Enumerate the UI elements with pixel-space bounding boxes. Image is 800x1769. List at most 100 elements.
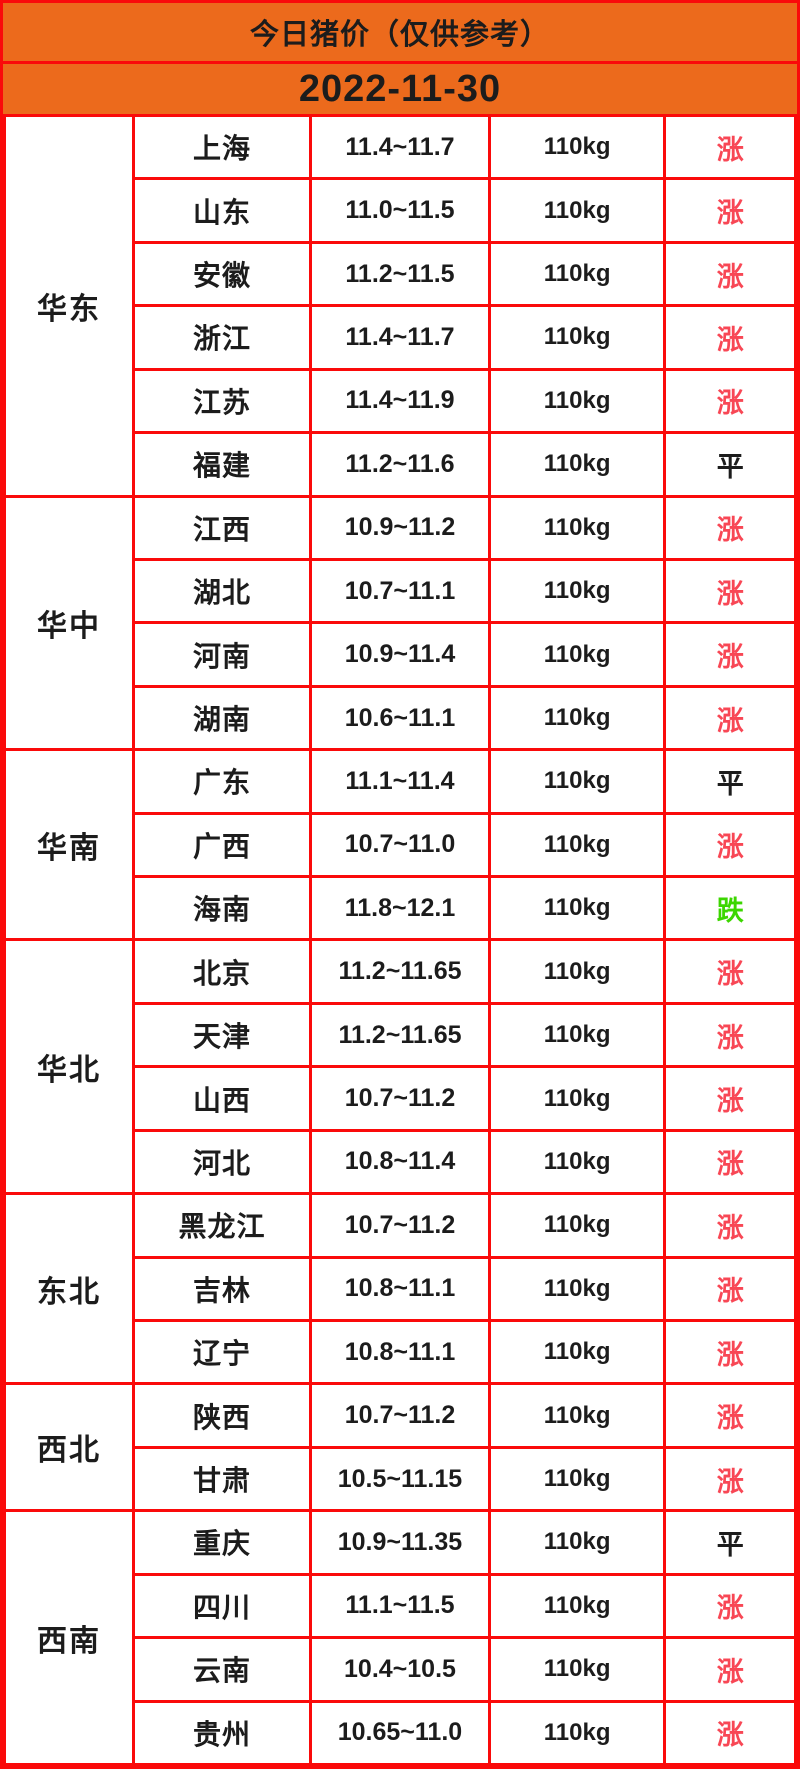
status-cell: 涨 [663,1699,797,1767]
weight-cell: 110kg [487,1001,667,1069]
table-row: 海南 11.8~12.1 110kg 跌 [5,875,797,942]
weight-cell: 110kg [487,811,667,879]
price-cell: 10.7~11.2 [309,1065,491,1132]
date-label: 2022-11-30 [3,64,797,114]
price-cell: 11.2~11.6 [309,431,491,498]
province-cell: 山西 [131,1065,313,1132]
weight-cell: 110kg [487,938,667,1005]
table-row: 江苏 11.4~11.9 110kg 涨 [5,367,797,435]
region-cell: 华南 [3,748,135,942]
status-cell: 涨 [663,621,797,688]
price-cell: 11.1~11.5 [309,1572,491,1640]
province-cell: 河南 [131,621,313,688]
status-cell: 涨 [663,494,797,561]
table-row: 辽宁 10.8~11.1 110kg 涨 [5,1319,797,1386]
price-cell: 10.8~11.1 [309,1319,491,1386]
weight-cell: 110kg [487,1319,667,1386]
province-cell: 湖南 [131,684,313,752]
table-row: 广西 10.7~11.0 110kg 涨 [5,811,797,879]
province-cell: 上海 [131,113,313,181]
table-row: 四川 11.1~11.5 110kg 涨 [5,1572,797,1640]
table-row: 浙江 11.4~11.7 110kg 涨 [5,304,797,371]
region-cell: 西北 [3,1382,135,1513]
price-table-body: 华东 上海 11.4~11.7 110kg 涨山东 11.0~11.5 110kg 涨安徽 11… [3,113,797,1767]
table-row: 西北 陕西 10.7~11.2 110kg 涨 [3,1382,797,1513]
weight-cell: 110kg [487,684,667,752]
status-cell: 涨 [663,113,797,181]
status-cell: 涨 [663,557,797,625]
province-cell: 北京 [131,938,313,1005]
price-cell: 11.0~11.5 [309,177,491,244]
price-cell: 10.9~11.2 [309,494,491,561]
status-cell: 涨 [663,1382,797,1449]
weight-cell: 110kg [487,557,667,625]
weight-cell: 110kg [487,1445,667,1513]
weight-cell: 110kg [487,304,667,371]
weight-cell: 110kg [487,177,667,244]
table-row: 东北 黑龙江 10.7~11.2 110kg 涨 [3,1192,797,1386]
table-row: 天津 11.2~11.65 110kg 涨 [5,1001,797,1069]
table-row: 湖南 10.6~11.1 110kg 涨 [5,684,797,752]
status-cell: 涨 [663,1128,797,1196]
price-cell: 11.1~11.4 [309,748,491,815]
price-cell: 10.5~11.15 [309,1445,491,1513]
price-cell: 11.4~11.7 [309,113,491,181]
province-cell: 江西 [131,494,313,561]
region-cell: 华中 [3,494,135,752]
price-cell: 10.8~11.1 [309,1255,491,1323]
table-row: 福建 11.2~11.6 110kg 平 [5,431,797,498]
weight-cell: 110kg [487,748,667,815]
table-row: 西南 重庆 10.9~11.35 110kg 平 [3,1509,797,1766]
table-row: 山西 10.7~11.2 110kg 涨 [5,1065,797,1132]
province-cell: 山东 [131,177,313,244]
price-cell: 10.8~11.4 [309,1128,491,1196]
price-cell: 11.2~11.5 [309,240,491,308]
price-cell: 11.4~11.7 [309,304,491,371]
province-cell: 四川 [131,1572,313,1640]
table-row: 华东 上海 11.4~11.7 110kg 涨 [3,113,797,498]
status-cell: 平 [663,1509,797,1576]
province-cell: 安徽 [131,240,313,308]
status-cell: 涨 [663,1572,797,1640]
province-cell: 云南 [131,1636,313,1703]
status-cell: 跌 [663,875,797,942]
table-row: 河南 10.9~11.4 110kg 涨 [5,621,797,688]
price-cell: 10.9~11.4 [309,621,491,688]
province-cell: 广西 [131,811,313,879]
status-cell: 涨 [663,1065,797,1132]
weight-cell: 110kg [487,1065,667,1132]
table-row: 山东 11.0~11.5 110kg 涨 [5,177,797,244]
price-cell: 11.2~11.65 [309,938,491,1005]
weight-cell: 110kg [487,494,667,561]
status-cell: 涨 [663,938,797,1005]
weight-cell: 110kg [487,1128,667,1196]
province-cell: 江苏 [131,367,313,435]
weight-cell: 110kg [487,113,667,181]
price-cell: 10.9~11.35 [309,1509,491,1576]
price-cell: 10.7~11.2 [309,1382,491,1449]
table-row: 贵州 10.65~11.0 110kg 涨 [5,1699,797,1767]
price-cell: 10.7~11.0 [309,811,491,879]
table-row: 华中 江西 10.9~11.2 110kg 涨 [3,494,797,752]
status-cell: 涨 [663,1636,797,1703]
table-row: 华北 北京 11.2~11.65 110kg 涨 [3,938,797,1196]
table-row: 华南 广东 11.1~11.4 110kg 平 [3,748,797,942]
weight-cell: 110kg [487,621,667,688]
province-cell: 重庆 [131,1509,313,1576]
weight-cell: 110kg [487,1192,667,1259]
province-cell: 广东 [131,748,313,815]
page-title: 今日猪价（仅供参考） [3,3,797,64]
weight-cell: 110kg [487,1255,667,1323]
weight-cell: 110kg [487,431,667,498]
province-cell: 吉林 [131,1255,313,1323]
status-cell: 涨 [663,1319,797,1386]
status-cell: 平 [663,431,797,498]
table-row: 湖北 10.7~11.1 110kg 涨 [5,557,797,625]
price-cell: 11.8~12.1 [309,875,491,942]
price-cell: 11.2~11.65 [309,1001,491,1069]
table-row: 吉林 10.8~11.1 110kg 涨 [5,1255,797,1323]
table-row: 云南 10.4~10.5 110kg 涨 [5,1636,797,1703]
status-cell: 涨 [663,177,797,244]
province-cell: 海南 [131,875,313,942]
province-cell: 陕西 [131,1382,313,1449]
